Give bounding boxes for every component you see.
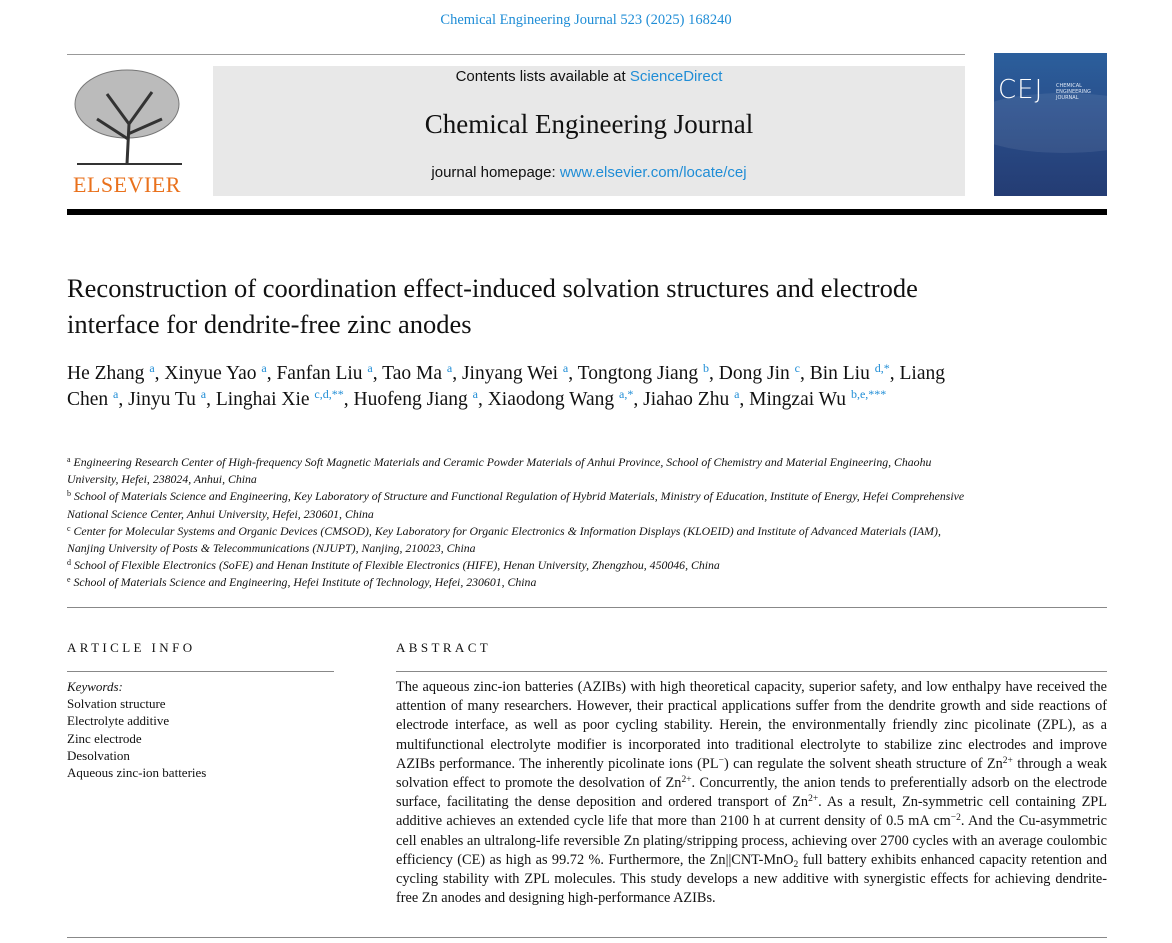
author-affiliation-marker[interactable]: a	[734, 387, 740, 401]
journal-reference[interactable]: Chemical Engineering Journal 523 (2025) …	[440, 12, 732, 28]
affiliation-key: e	[67, 575, 71, 585]
cover-swoosh	[994, 93, 1107, 153]
author-affiliation-marker[interactable]: c	[794, 361, 800, 375]
publisher-logo-text: ELSEVIER	[73, 172, 181, 197]
author-name[interactable]: Jiahao Zhu	[643, 389, 730, 410]
abstract-segment: . Concurrently, the anion tends to prefe…	[396, 775, 1107, 811]
affiliation-key: c	[67, 523, 71, 533]
author-name[interactable]: Xinyue Yao	[164, 363, 257, 384]
author-name[interactable]: Jinyu Tu	[128, 389, 196, 410]
author-name[interactable]: Xiaodong Wang	[487, 389, 615, 410]
author-name[interactable]: Huofeng Jiang	[353, 389, 468, 410]
author-affiliation-marker[interactable]: a,*	[619, 387, 634, 401]
author-name[interactable]: Dong Jin	[718, 363, 790, 384]
abstract-segment: through a weak solvation effect to promo…	[396, 755, 1107, 792]
affiliation-text: Center for Molecular Systems and Organic…	[67, 523, 941, 556]
affiliation-text: School of Flexible Electronics (SoFE) an…	[73, 558, 720, 573]
homepage-prefix: journal homepage:	[431, 164, 560, 181]
affiliation: c Center for Molecular Systems and Organ…	[67, 523, 967, 557]
cover-logo: CEJ	[998, 75, 1044, 105]
author-name[interactable]: Linghai Xie	[215, 389, 310, 410]
author-affiliation-marker[interactable]: a	[472, 387, 478, 401]
affiliation: b School of Materials Science and Engine…	[67, 488, 967, 522]
abstract-segment: full battery exhibits enhanced capacity …	[396, 851, 1107, 907]
abstract-segment: 2+	[1002, 755, 1013, 766]
article-title: Reconstruction of coordination effect-in…	[67, 273, 918, 339]
author-name[interactable]: Liang Chen	[67, 363, 945, 410]
divider	[67, 937, 1107, 938]
affiliation-key: b	[67, 489, 71, 499]
affiliation-text: School of Materials Science and Engineer…	[67, 489, 965, 521]
sciencedirect-link[interactable]: ScienceDirect	[629, 68, 723, 85]
author-affiliation-marker[interactable]: d,*	[874, 361, 890, 375]
author-name[interactable]: Jinyang Wei	[461, 363, 559, 384]
abstract-segment: −	[718, 755, 724, 766]
divider	[67, 607, 1107, 608]
author-affiliation-marker[interactable]: a	[113, 387, 119, 401]
author-name[interactable]: Mingzai Wu	[749, 389, 847, 410]
affiliation: d School of Flexible Electronics (SoFE) …	[67, 557, 967, 574]
keyword[interactable]: Aqueous zinc-ion batteries	[67, 765, 207, 781]
abstract-segment: 2+	[681, 775, 692, 786]
elsevier-tree-icon	[74, 69, 182, 165]
elsevier-logo: ELSEVIER	[67, 64, 187, 198]
affiliation: e School of Materials Science and Engine…	[67, 574, 967, 591]
author-affiliation-marker[interactable]: a	[446, 361, 453, 375]
contents-prefix: Contents lists available at	[455, 68, 630, 85]
author-list: He Zhang a, Xinyue Yao a, Fanfan Liu a, …	[67, 361, 945, 410]
abstract-heading: ABSTRACT	[396, 640, 492, 655]
affiliation-key: d	[67, 558, 71, 568]
author-affiliation-marker[interactable]: a	[200, 387, 207, 401]
abstract-segment: 2+	[808, 794, 819, 805]
abstract-segment: ) can regulate the solvent sheath struct…	[723, 755, 1003, 772]
journal-header-box: Contents lists available at ScienceDirec…	[213, 66, 965, 196]
author-name[interactable]: He Zhang	[67, 363, 145, 384]
author-affiliation-marker[interactable]: c,d,**	[314, 387, 344, 401]
abstract-segment: . As a result, Zn-symmetric cell contain…	[396, 794, 1107, 830]
cover-subtitle: CHEMICAL ENGINEERING JOURNAL	[1056, 83, 1091, 101]
author-affiliation-marker[interactable]: b	[703, 361, 710, 375]
keyword[interactable]: Electrolyte additive	[67, 713, 170, 729]
author-affiliation-marker[interactable]: a	[562, 361, 569, 375]
abstract-segment: 2	[793, 859, 799, 870]
author-affiliation-marker[interactable]: a	[367, 361, 373, 375]
affiliation-list: a Engineering Research Center of High-fr…	[67, 454, 967, 592]
author-affiliation-marker[interactable]: a	[149, 361, 155, 375]
author-affiliation-marker[interactable]: a	[261, 361, 267, 375]
journal-cover[interactable]: CEJ CHEMICAL ENGINEERING JOURNAL	[994, 53, 1107, 196]
author-affiliation-marker[interactable]: b,e,***	[850, 387, 887, 401]
journal-title: Chemical Engineering Journal	[424, 109, 754, 139]
abstract-segment: −2	[950, 813, 961, 824]
keywords-label: Keywords:	[67, 679, 123, 694]
keyword[interactable]: Zinc electrode	[67, 730, 142, 746]
homepage-link[interactable]: www.elsevier.com/locate/cej	[559, 164, 747, 181]
author-name[interactable]: Tongtong Jiang	[577, 363, 699, 384]
author-name[interactable]: Tao Ma	[382, 363, 442, 384]
keyword[interactable]: Desolvation	[67, 747, 130, 763]
keywords-section: Keywords: Solvation structure Electrolyte…	[67, 678, 206, 781]
affiliation-key: a	[67, 455, 71, 464]
abstract-segment: The aqueous zinc-ion batteries (AZIBs) w…	[396, 679, 1107, 772]
article-info-heading: ARTICLE INFO	[67, 640, 196, 655]
affiliation: a Engineering Research Center of High-fr…	[67, 454, 967, 488]
divider	[67, 54, 965, 55]
author-name[interactable]: Bin Liu	[809, 363, 870, 384]
affiliation-text: Engineering Research Center of High-freq…	[67, 455, 932, 487]
divider	[396, 671, 1107, 672]
abstract-segment: . And the Cu-asymmetric cell enables an …	[396, 813, 1107, 868]
header-bar	[67, 209, 1107, 215]
keyword[interactable]: Solvation structure	[67, 696, 166, 712]
abstract-text: The aqueous zinc-ion batteries (AZIBs) w…	[396, 678, 1107, 908]
divider	[67, 671, 334, 672]
affiliation-text: School of Materials Science and Engineer…	[73, 575, 537, 590]
author-name[interactable]: Fanfan Liu	[276, 363, 363, 384]
